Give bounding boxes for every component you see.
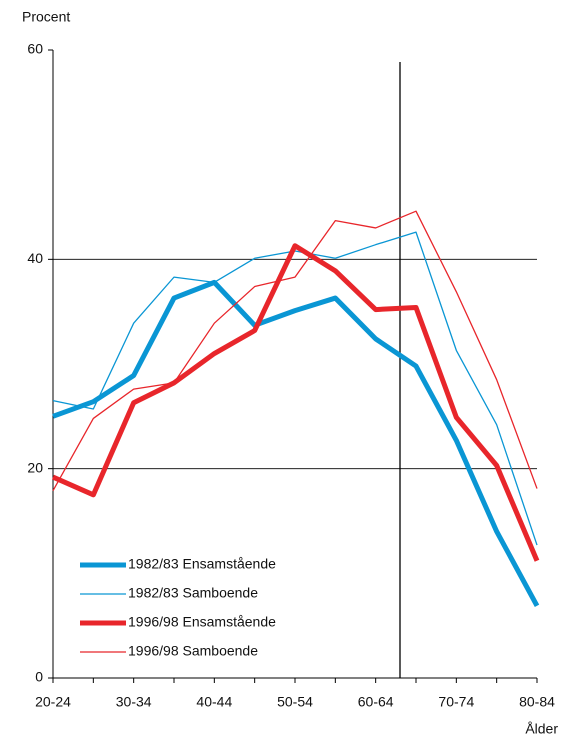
- series-line: [52, 210, 538, 491]
- legend-label: 1996/98 Samboende: [128, 643, 258, 659]
- x-tick-label: 70-74: [438, 694, 474, 710]
- legend-label: 1996/98 Ensamstående: [128, 614, 276, 630]
- series-line: [52, 279, 540, 607]
- y-tick-label: 40: [27, 250, 43, 266]
- y-tick-label: 60: [27, 41, 43, 57]
- x-tick-label: 30-34: [116, 694, 152, 710]
- series-line: [51, 243, 540, 562]
- series-line: [52, 231, 538, 546]
- legend-label: 1982/83 Ensamstående: [128, 556, 276, 572]
- x-tick-label: 40-44: [196, 694, 232, 710]
- x-axis-label: Ålder: [525, 721, 558, 737]
- x-tick-label: 60-64: [358, 694, 394, 710]
- x-tick-label: 20-24: [35, 694, 71, 710]
- y-tick-label: 20: [27, 459, 43, 475]
- legend-label: 1982/83 Samboende: [128, 585, 258, 601]
- x-tick-label: 80-84: [519, 694, 555, 710]
- y-axis-label: Procent: [22, 9, 70, 25]
- y-tick-label: 0: [35, 669, 43, 685]
- x-tick-label: 50-54: [277, 694, 313, 710]
